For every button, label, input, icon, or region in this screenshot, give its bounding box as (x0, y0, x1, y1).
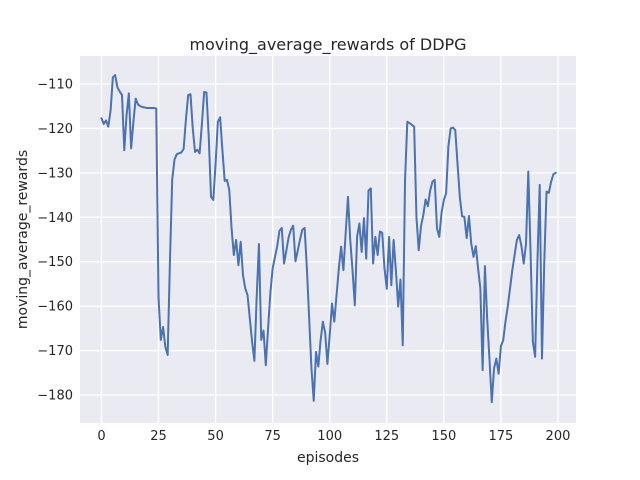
y-tick-label: −110 (37, 77, 73, 92)
y-tick-label: −140 (37, 211, 73, 226)
x-tick-label: 0 (97, 429, 105, 444)
y-tick-label: −120 (37, 122, 73, 137)
y-tick-label: −160 (37, 300, 73, 315)
y-tick-label: −150 (37, 255, 73, 270)
y-tick-label: −130 (37, 166, 73, 181)
y-tick-label: −170 (37, 344, 73, 359)
x-tick-label: 100 (317, 429, 342, 444)
reward-line (100, 74, 557, 404)
x-tick-label: 125 (374, 429, 399, 444)
x-tick-label: 75 (264, 429, 281, 444)
x-tick-labels: 0 25 50 75 100 125 150 175 200 (97, 429, 570, 444)
x-tick-label: 150 (431, 429, 456, 444)
y-tick-labels: −110 −120 −130 −140 −150 −160 −170 −180 (37, 77, 73, 403)
gridlines (80, 56, 576, 423)
x-tick-label: 200 (546, 429, 571, 444)
x-axis-label: episodes (297, 450, 359, 466)
y-axis-label: moving_average_rewards (15, 150, 31, 329)
data-series (100, 74, 557, 404)
chart-title: moving_average_rewards of DDPG (189, 35, 466, 55)
plot-area (80, 56, 576, 423)
y-tick-label: −180 (37, 389, 73, 404)
x-tick-label: 50 (207, 429, 224, 444)
x-tick-label: 25 (150, 429, 167, 444)
x-tick-label: 175 (488, 429, 513, 444)
